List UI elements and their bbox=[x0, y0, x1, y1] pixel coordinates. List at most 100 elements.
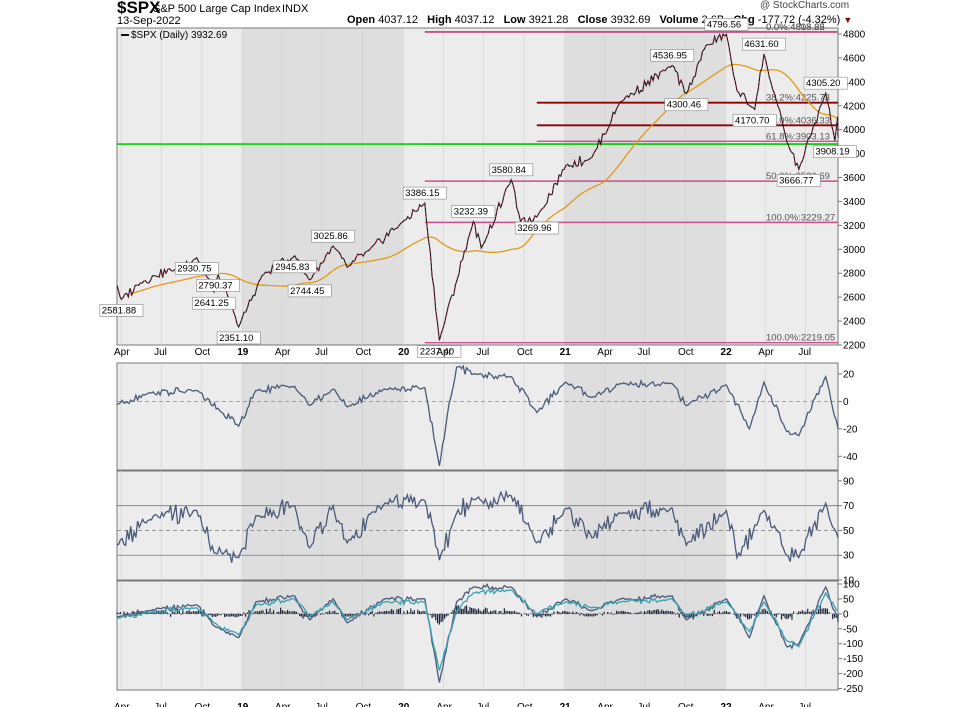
quote-line: Open 4037.12 High 4037.12 Low 3921.28 Cl… bbox=[347, 14, 852, 26]
panel-border bbox=[116, 580, 839, 691]
chg-value: -177.72 (-4.32%) bbox=[757, 14, 841, 26]
index-name: S&P 500 Large Cap Index bbox=[153, 3, 281, 15]
indicator-line bbox=[116, 489, 839, 563]
x-axis-label: Jul bbox=[637, 347, 650, 358]
year-shade bbox=[242, 471, 404, 580]
fib-level-label: 100.0%:2219.05 bbox=[766, 333, 835, 344]
moving-average-line bbox=[129, 63, 839, 295]
x-axis-label: Oct bbox=[356, 702, 372, 707]
year-shade bbox=[242, 28, 404, 345]
y-tick-label: 4400 bbox=[843, 77, 866, 88]
price-label: 2581.88 bbox=[102, 305, 136, 316]
price-label: 3666.77 bbox=[779, 176, 813, 187]
x-axis-label: 22 bbox=[721, 702, 733, 707]
panel-border bbox=[116, 27, 839, 346]
quote-date: 13-Sep-2022 bbox=[117, 15, 181, 27]
price-label: 2790.37 bbox=[198, 280, 232, 291]
y-tick-label: 30 bbox=[843, 551, 855, 562]
fib-level-label: 0.0%:4818.62 bbox=[766, 22, 825, 33]
x-axis-label: Oct bbox=[356, 347, 372, 358]
x-axis-label: Apr bbox=[597, 347, 613, 358]
price-label: 2945.83 bbox=[275, 262, 309, 273]
fib-level-label: 0.0%:4803.25 bbox=[766, 22, 825, 33]
panel-border bbox=[116, 470, 839, 581]
price-label: 4536.95 bbox=[653, 50, 687, 61]
x-axis-label: Apr bbox=[114, 702, 130, 707]
x-axis-label: Apr bbox=[758, 347, 774, 358]
y-tick-label: 20 bbox=[843, 369, 855, 380]
x-axis-label: 20 bbox=[398, 347, 410, 358]
x-axis-label: Jul bbox=[154, 347, 167, 358]
y-tick-label: 3600 bbox=[843, 173, 866, 184]
price-label-box bbox=[417, 345, 462, 358]
down-arrow-icon: ▼ bbox=[843, 15, 853, 25]
x-axis-label: Apr bbox=[436, 702, 452, 707]
price-label-box bbox=[704, 18, 749, 31]
price-label: 2744.45 bbox=[290, 286, 324, 297]
x-axis-label: Apr bbox=[597, 702, 613, 707]
price-label: 4305.20 bbox=[806, 78, 840, 89]
close-value: 3932.69 bbox=[610, 14, 651, 26]
price-label: 3580.84 bbox=[492, 165, 526, 176]
price-label-box bbox=[272, 260, 317, 274]
x-axis-label: Apr bbox=[275, 347, 291, 358]
y-tick-label: -150 bbox=[843, 654, 863, 665]
open-label: Open bbox=[347, 14, 376, 26]
watermark: @ StockCharts.com bbox=[760, 0, 850, 11]
x-axis-label: 19 bbox=[237, 347, 249, 358]
fib-level-label: 61.8%:3903.13 bbox=[766, 131, 830, 142]
x-axis-label: Jul bbox=[315, 702, 328, 707]
price-label: 4796.56 bbox=[707, 19, 741, 30]
y-tick-label: -250 bbox=[843, 684, 863, 695]
x-axis-label: Jul bbox=[798, 702, 811, 707]
legend-series: $SPX (Daily) 3932.69 bbox=[131, 30, 228, 41]
y-tick-label: 50 bbox=[843, 526, 855, 537]
price-label: 4170.70 bbox=[735, 115, 769, 126]
year-shade bbox=[242, 581, 404, 690]
price-label-box bbox=[664, 98, 709, 112]
low-value: 3921.28 bbox=[528, 14, 569, 26]
y-tick-label: 90 bbox=[843, 476, 855, 487]
year-shade bbox=[564, 581, 726, 690]
year-shade bbox=[564, 28, 726, 345]
x-axis-label: Jul bbox=[154, 702, 167, 707]
y-tick-label: -40 bbox=[843, 452, 858, 463]
x-axis-label: 21 bbox=[560, 702, 572, 707]
high-label: High bbox=[427, 14, 452, 26]
y-tick-label: 0 bbox=[843, 609, 849, 620]
price-label: 2237.40 bbox=[420, 347, 454, 358]
price-label-box bbox=[514, 221, 559, 235]
price-label: 3269.96 bbox=[517, 223, 551, 234]
y-tick-label: -100 bbox=[843, 639, 863, 650]
y-tick-label: 4200 bbox=[843, 101, 866, 112]
price-label-box bbox=[803, 76, 848, 90]
panel-background bbox=[117, 581, 838, 690]
price-label-box bbox=[489, 163, 534, 177]
x-axis-label: Jul bbox=[637, 702, 650, 707]
price-label: 2641.25 bbox=[194, 298, 228, 309]
year-shade bbox=[564, 471, 726, 580]
price-label: 2351.10 bbox=[219, 333, 253, 344]
low-label: Low bbox=[503, 14, 526, 26]
y-tick-label: 2600 bbox=[843, 293, 866, 304]
price-label-box bbox=[99, 304, 144, 317]
price-label-box bbox=[813, 145, 857, 158]
y-tick-label: 4800 bbox=[843, 29, 866, 40]
y-tick-label: 2400 bbox=[843, 317, 866, 328]
y-tick-label: 100 bbox=[843, 579, 860, 590]
x-axis-label: Oct bbox=[517, 347, 533, 358]
year-shade bbox=[564, 363, 726, 470]
y-tick-label: 3400 bbox=[843, 197, 866, 208]
price-label: 3386.15 bbox=[405, 188, 439, 199]
price-line-highlight bbox=[116, 33, 839, 341]
price-label: 4631.60 bbox=[744, 39, 778, 50]
price-label: 3025.86 bbox=[313, 231, 347, 242]
open-value: 4037.12 bbox=[378, 14, 418, 26]
price-label: 4300.46 bbox=[667, 100, 701, 111]
x-axis-label: 22 bbox=[721, 347, 733, 358]
x-axis-label: Jul bbox=[476, 702, 489, 707]
panel-border bbox=[116, 362, 839, 471]
x-axis-label: Apr bbox=[114, 347, 130, 358]
x-axis-label: Oct bbox=[678, 347, 694, 358]
